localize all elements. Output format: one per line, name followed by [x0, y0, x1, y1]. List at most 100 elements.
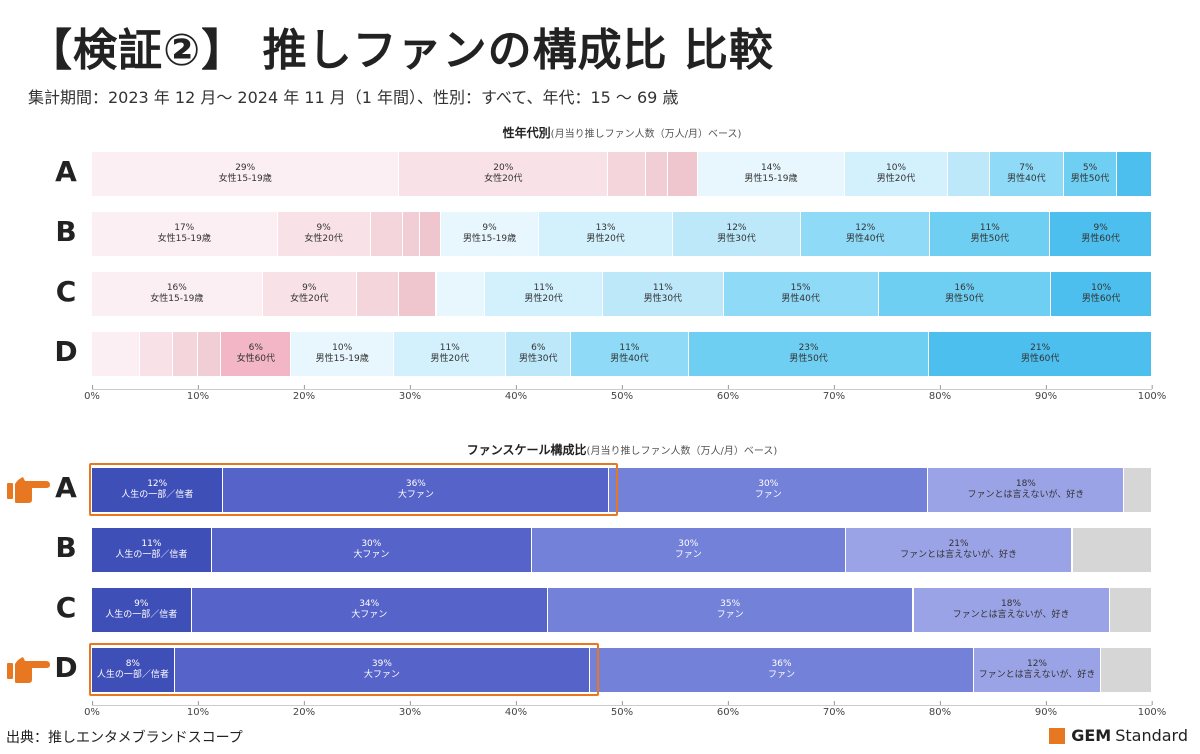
row-label-c: C — [55, 591, 77, 624]
segment-category-label: 女性15-19歳 — [157, 234, 211, 244]
segment-value-label: 23% — [798, 343, 819, 353]
bar-segment: 11% 男性30代 — [602, 272, 724, 316]
segment-value-label: 12% — [147, 479, 168, 489]
segment-category-label: ファンとは言えないが、好き — [967, 490, 1085, 500]
x-tick-label: 10% — [186, 385, 210, 402]
segment-category-label: 人生の一部／信者 — [96, 670, 169, 680]
segment-value-label: 10% — [886, 163, 907, 173]
bar-segment — [370, 212, 403, 256]
segment-category-label: 男性30代 — [717, 234, 756, 244]
bar-row-d: 6% 女性60代 10% 男性15-19歳 11% 男性20代 6% 男性30代 11% 男性40… — [92, 332, 1152, 376]
bar-segment: 30% ファン — [609, 468, 929, 512]
x-tick-label: 100% — [1137, 385, 1167, 402]
bar-segment — [172, 332, 198, 376]
segment-value-label: 6% — [248, 343, 263, 353]
bar-segment: 9% 人生の一部／信者 — [92, 588, 192, 632]
bar-segment — [198, 332, 222, 376]
segment-value-label: 21% — [948, 539, 969, 549]
segment-value-label: 11% — [652, 283, 673, 293]
bar-segment: 17% 女性15-19歳 — [92, 212, 278, 256]
segment-category-label: 女性15-19歳 — [218, 174, 272, 184]
segment-category-label: 男性40代 — [1007, 174, 1046, 184]
segment-value-label: 14% — [760, 163, 781, 173]
segment-category-label: 大ファン — [351, 610, 388, 620]
bar-row-b: 17% 女性15-19歳 9% 女性20代 9% 男性15-19歳 13% 男性20代 12% 男… — [92, 212, 1152, 256]
bar-segment: 12% 人生の一部／信者 — [92, 468, 224, 512]
chart-title-text: 性年代別 — [502, 126, 551, 140]
bar-segment: 9% 男性15-19歳 — [440, 212, 540, 256]
bar-segment: 6% 男性30代 — [506, 332, 572, 376]
x-tick-label: 90% — [1034, 385, 1058, 402]
bar-segment: 13% 男性20代 — [539, 212, 673, 256]
segment-value-label: 17% — [174, 223, 195, 233]
segment-category-label: 男性60代 — [1081, 234, 1120, 244]
bar-row-a: 12% 人生の一部／信者 36% 大ファン 30% ファン 18% ファンとは言えないが、好き — [92, 468, 1152, 512]
bar-segment: 12% ファンとは言えないが、好き — [973, 648, 1102, 692]
x-tick-label: 80% — [928, 385, 952, 402]
segment-value-label: 20% — [493, 163, 514, 173]
bar-segment: 11% 男性40代 — [571, 332, 689, 376]
segment-value-label: 29% — [235, 163, 256, 173]
x-tick-label: 0% — [84, 701, 100, 718]
segment-value-label: 36% — [771, 659, 792, 669]
chart-subtitle-text: (月当り推しファン人数（万人/月）ベース) — [550, 129, 742, 140]
x-tick-label: 100% — [1137, 701, 1167, 718]
segment-category-label: 男性15-19歳 — [462, 234, 517, 244]
segment-category-label: 男性50代 — [970, 234, 1010, 244]
segment-value-label: 11% — [533, 283, 554, 293]
segment-value-label: 18% — [1015, 479, 1036, 489]
segment-value-label: 10% — [332, 343, 353, 353]
brand-name-bold: GEM — [1071, 726, 1112, 745]
segment-value-label: 7% — [1019, 163, 1034, 173]
bar-segment: 9% 女性20代 — [262, 272, 357, 316]
bar-segment: 10% 男性15-19歳 — [291, 332, 395, 376]
bar-segment: 30% ファン — [531, 528, 846, 572]
x-axis-fan-scale: 0% 10% 20% 30% 40% 50% 60% 70% 80% 90% 100% — [84, 701, 1166, 727]
x-tick-label: 70% — [822, 701, 846, 718]
bar-segment — [608, 152, 647, 196]
x-tick-label: 50% — [610, 385, 634, 402]
bar-segment — [357, 272, 400, 316]
x-tick-label: 0% — [84, 385, 100, 402]
bar-segment: 35% ファン — [547, 588, 914, 632]
bar-segment: 30% 大ファン — [211, 528, 532, 572]
bar-segment: 10% 男性20代 — [844, 152, 949, 196]
axis-line — [92, 705, 1152, 706]
segment-value-label: 6% — [531, 343, 546, 353]
bar-segment: 7% 男性40代 — [989, 152, 1064, 196]
bar-segment — [399, 272, 437, 316]
segment-value-label: 9% — [1093, 223, 1108, 233]
segment-value-label: 30% — [361, 539, 382, 549]
segment-category-label: 女性20代 — [290, 294, 329, 304]
segment-value-label: 15% — [790, 283, 811, 293]
source-note: 出典：推しエンタメブランドスコープ — [6, 730, 243, 746]
bar-segment: 16% 女性15-19歳 — [92, 272, 263, 316]
page-subtitle: 集計期間：2023 年 12 月～ 2024 年 11 月（1 年間）、性別：す… — [28, 88, 679, 107]
segment-value-label: 11% — [979, 223, 1000, 233]
x-tick-label: 20% — [292, 701, 316, 718]
bar-segment: 12% 男性30代 — [672, 212, 802, 256]
segment-category-label: 男性50代 — [945, 294, 984, 304]
bar-segment: 23% 男性50代 — [688, 332, 930, 376]
segment-category-label: ファンとは言えないが、好き — [900, 550, 1017, 560]
bar-segment: 8% 人生の一部／信者 — [92, 648, 175, 692]
segment-value-label: 10% — [1091, 283, 1112, 293]
segment-category-label: ファン — [754, 490, 782, 500]
bar-segment: 15% 男性40代 — [723, 272, 879, 316]
segment-category-label: 男性15-19歳 — [744, 174, 798, 184]
bar-segment — [646, 152, 668, 196]
bar-segment: 14% 男性15-19歳 — [698, 152, 845, 196]
highlight-box-d — [89, 643, 599, 696]
segment-value-label: 16% — [954, 283, 975, 293]
segment-category-label: 大ファン — [397, 490, 434, 500]
segment-category-label: 男性20代 — [586, 234, 625, 244]
axis-line — [92, 389, 1152, 390]
row-label-c: C — [55, 275, 77, 308]
bar-segment: 9% 女性20代 — [277, 212, 371, 256]
page-title: 【検証②】 推しファンの構成比 比較 — [28, 25, 774, 76]
bar-segment: 21% ファンとは言えないが、好き — [845, 528, 1073, 572]
bar-segment — [436, 272, 486, 316]
bar-segment: 36% ファン — [590, 648, 974, 692]
row-label-b: B — [55, 531, 77, 564]
segment-category-label: ファンとは言えないが、好き — [952, 610, 1070, 620]
